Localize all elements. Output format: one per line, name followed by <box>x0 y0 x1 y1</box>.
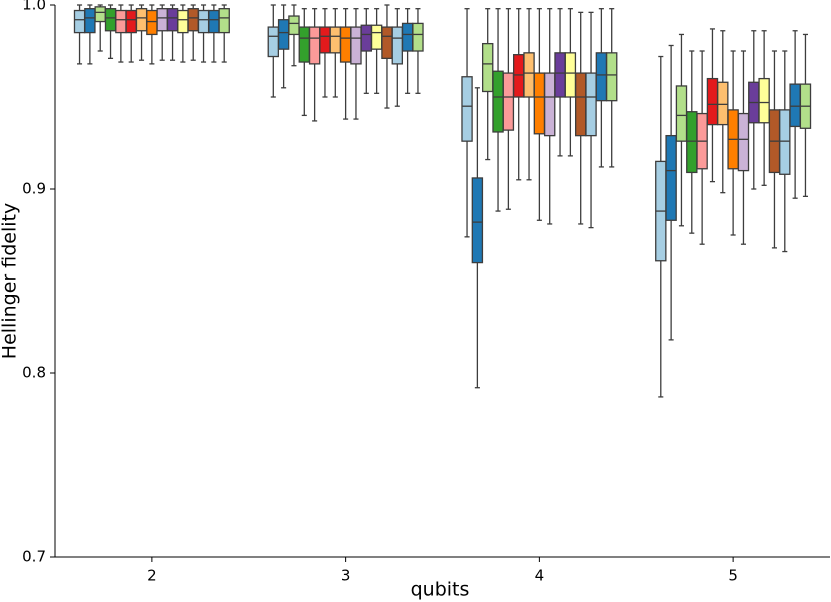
box <box>675 85 688 142</box>
box <box>512 54 525 98</box>
box <box>502 72 515 131</box>
box <box>471 177 484 264</box>
box <box>401 22 414 52</box>
box <box>218 8 230 34</box>
box <box>187 8 199 32</box>
box <box>737 112 750 172</box>
x-tick-label: 3 <box>341 567 351 585</box>
y-tick-label: 0.9 <box>22 180 46 198</box>
box <box>686 111 698 174</box>
x-tick-label: 2 <box>147 567 157 585</box>
box <box>288 15 300 36</box>
box <box>574 72 587 137</box>
box <box>391 26 404 65</box>
box <box>146 9 158 36</box>
box <box>523 52 535 98</box>
box <box>298 26 311 63</box>
box <box>585 72 597 137</box>
y-tick-label: 0.8 <box>22 364 46 382</box>
box <box>135 8 148 32</box>
x-axis-label: qubits <box>411 579 470 601</box>
box <box>277 19 290 50</box>
box <box>533 72 546 135</box>
box <box>605 52 618 102</box>
box <box>197 9 210 34</box>
box <box>73 9 86 34</box>
box <box>319 26 331 54</box>
y-axis-label: Hellinger fidelity <box>0 203 21 359</box>
box <box>595 52 608 102</box>
box <box>717 81 729 126</box>
box <box>554 52 566 98</box>
box <box>94 6 106 23</box>
box <box>360 24 373 52</box>
box <box>492 70 504 133</box>
box <box>350 26 362 65</box>
box <box>177 9 189 34</box>
box <box>208 9 220 34</box>
box <box>370 24 383 50</box>
y-tick-label: 1.0 <box>22 0 46 14</box>
x-tick-label: 4 <box>535 567 545 585</box>
y-tick-label: 0.7 <box>22 548 46 566</box>
box <box>156 8 168 32</box>
box <box>267 26 280 58</box>
box <box>779 109 791 175</box>
box <box>564 52 577 98</box>
box <box>665 134 677 221</box>
x-tick-label: 5 <box>728 567 738 585</box>
box <box>329 26 342 54</box>
box <box>339 26 352 63</box>
box <box>104 8 117 32</box>
box <box>125 9 137 34</box>
box <box>166 8 179 32</box>
box <box>412 22 424 52</box>
box <box>706 77 719 126</box>
box <box>543 72 556 137</box>
box <box>381 26 393 60</box>
box <box>84 8 96 34</box>
box <box>308 26 321 65</box>
box <box>789 83 801 128</box>
box <box>758 77 770 124</box>
box <box>115 9 127 34</box>
box <box>481 42 494 93</box>
box <box>461 76 473 142</box>
